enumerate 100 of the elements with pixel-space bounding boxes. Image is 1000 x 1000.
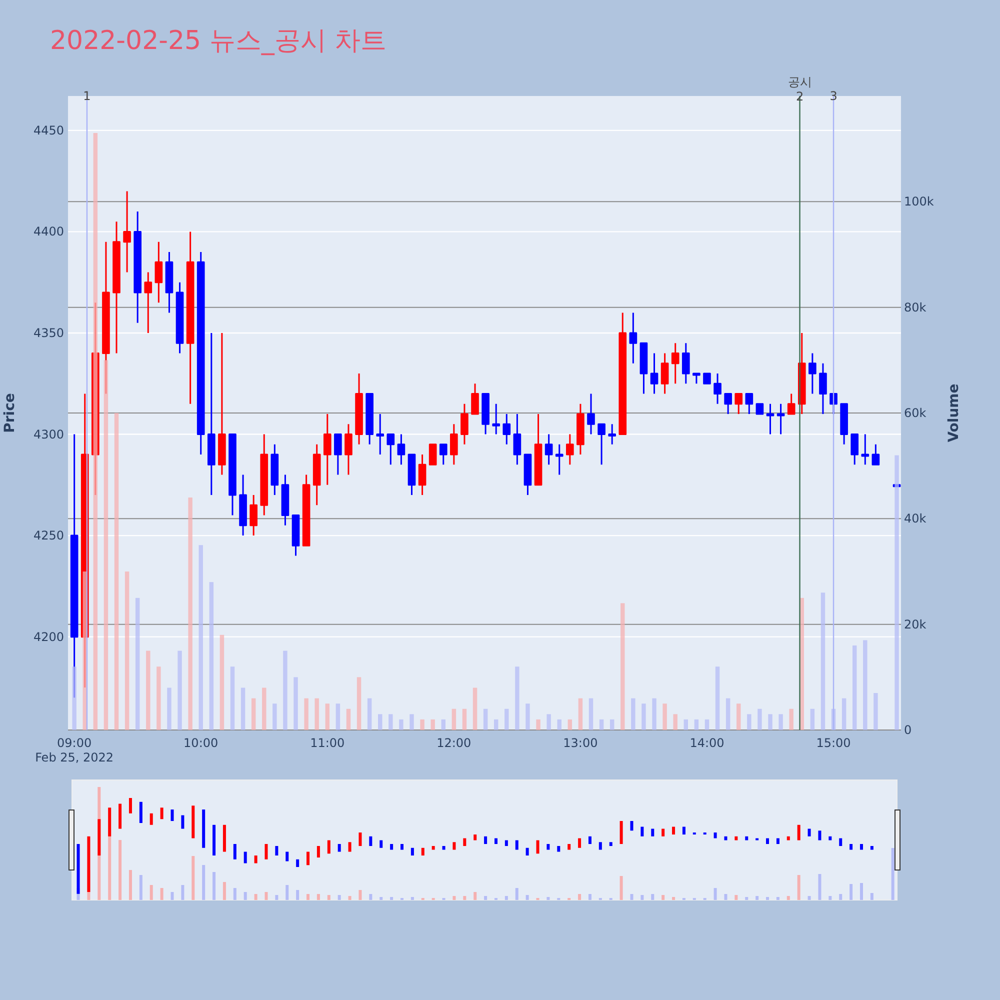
y-tick-label: 4200 bbox=[33, 630, 64, 644]
x-tick-label: 11:00 bbox=[310, 736, 345, 750]
bar bbox=[652, 698, 656, 730]
candlestick bbox=[724, 393, 732, 415]
bar bbox=[894, 455, 899, 730]
candlestick bbox=[439, 444, 448, 466]
bar bbox=[367, 698, 372, 730]
candlestick bbox=[239, 474, 247, 536]
candlestick bbox=[270, 444, 279, 496]
candlestick bbox=[492, 403, 500, 436]
candlestick bbox=[703, 372, 711, 384]
y2-axis-title: Volume bbox=[946, 384, 962, 442]
bar bbox=[620, 603, 625, 730]
candlestick bbox=[418, 454, 426, 496]
bar bbox=[240, 688, 246, 730]
y-tick-label: 4300 bbox=[33, 427, 64, 442]
bar bbox=[736, 704, 741, 730]
candlestick bbox=[186, 230, 194, 405]
y2-tick-label: 80k bbox=[904, 300, 926, 314]
bar bbox=[472, 688, 478, 730]
bar bbox=[325, 704, 330, 730]
candlestick bbox=[292, 514, 300, 557]
candlestick bbox=[154, 241, 163, 304]
bar bbox=[483, 708, 488, 730]
candlestick bbox=[513, 413, 522, 466]
y-tick-label: 4250 bbox=[33, 528, 64, 543]
bar bbox=[842, 698, 846, 730]
bar bbox=[420, 719, 424, 730]
candlestick bbox=[756, 403, 764, 415]
bar bbox=[704, 719, 710, 730]
y2-tick-label: 20k bbox=[904, 617, 926, 632]
candlestick bbox=[714, 372, 722, 405]
candlestick bbox=[650, 352, 658, 395]
candlestick bbox=[250, 494, 258, 536]
bar bbox=[526, 704, 530, 730]
bar bbox=[588, 698, 594, 730]
bar bbox=[452, 708, 456, 730]
x-tick-label: 14:00 bbox=[690, 736, 724, 750]
y-tick-label: 4350 bbox=[33, 326, 64, 340]
x-tick-label: 10:00 bbox=[184, 736, 218, 750]
bar bbox=[462, 708, 467, 730]
bar bbox=[220, 634, 224, 730]
bar bbox=[230, 666, 235, 730]
candlestick bbox=[502, 413, 511, 446]
bar bbox=[198, 545, 203, 730]
candlestick bbox=[640, 342, 648, 395]
bar bbox=[124, 572, 130, 730]
candlestick bbox=[281, 474, 290, 526]
bar bbox=[852, 645, 857, 730]
candlestick bbox=[544, 434, 553, 466]
x-tick-label: 15:00 bbox=[816, 736, 851, 750]
bar bbox=[694, 719, 699, 730]
bar bbox=[336, 704, 340, 730]
bar bbox=[546, 714, 551, 730]
bar bbox=[820, 592, 826, 730]
bar bbox=[399, 719, 404, 730]
candlestick bbox=[850, 434, 859, 466]
bar bbox=[684, 719, 688, 730]
candlestick bbox=[576, 403, 584, 456]
bar bbox=[209, 582, 214, 730]
candlestick bbox=[534, 413, 542, 486]
bar bbox=[610, 719, 614, 730]
bar bbox=[578, 698, 583, 730]
y2-tick-label: 60k bbox=[904, 406, 926, 420]
candlestick bbox=[587, 393, 595, 436]
bar bbox=[631, 698, 636, 730]
candlestick bbox=[566, 434, 574, 466]
candlestick bbox=[460, 403, 468, 446]
bar bbox=[504, 708, 509, 730]
x-tick-label: 13:00 bbox=[563, 736, 598, 750]
candlestick bbox=[428, 444, 437, 466]
candlestick bbox=[482, 393, 490, 436]
candlestick bbox=[312, 444, 321, 506]
candlestick bbox=[376, 413, 384, 456]
candlestick bbox=[819, 362, 827, 415]
bar bbox=[642, 704, 646, 730]
candlestick bbox=[144, 271, 152, 334]
candlestick bbox=[355, 372, 363, 446]
bar bbox=[410, 714, 414, 730]
bar bbox=[378, 714, 382, 730]
candlestick bbox=[408, 454, 416, 496]
bar bbox=[356, 677, 362, 730]
candlestick bbox=[872, 444, 880, 466]
bar bbox=[441, 719, 446, 730]
bar bbox=[388, 714, 393, 730]
bar bbox=[758, 708, 762, 730]
y2-tick-label: 100k bbox=[904, 194, 934, 209]
bar bbox=[430, 719, 435, 730]
bar bbox=[768, 714, 772, 730]
candlestick bbox=[344, 423, 352, 476]
candlestick bbox=[776, 403, 785, 436]
candlestick bbox=[134, 210, 142, 324]
candlestick bbox=[766, 403, 774, 436]
candlestick bbox=[218, 332, 226, 476]
bar bbox=[314, 698, 319, 730]
bar bbox=[104, 360, 108, 730]
candlestick bbox=[618, 312, 627, 436]
bar bbox=[72, 666, 76, 730]
y2-tick-label: 40k bbox=[904, 512, 926, 526]
candlestick bbox=[555, 444, 564, 476]
